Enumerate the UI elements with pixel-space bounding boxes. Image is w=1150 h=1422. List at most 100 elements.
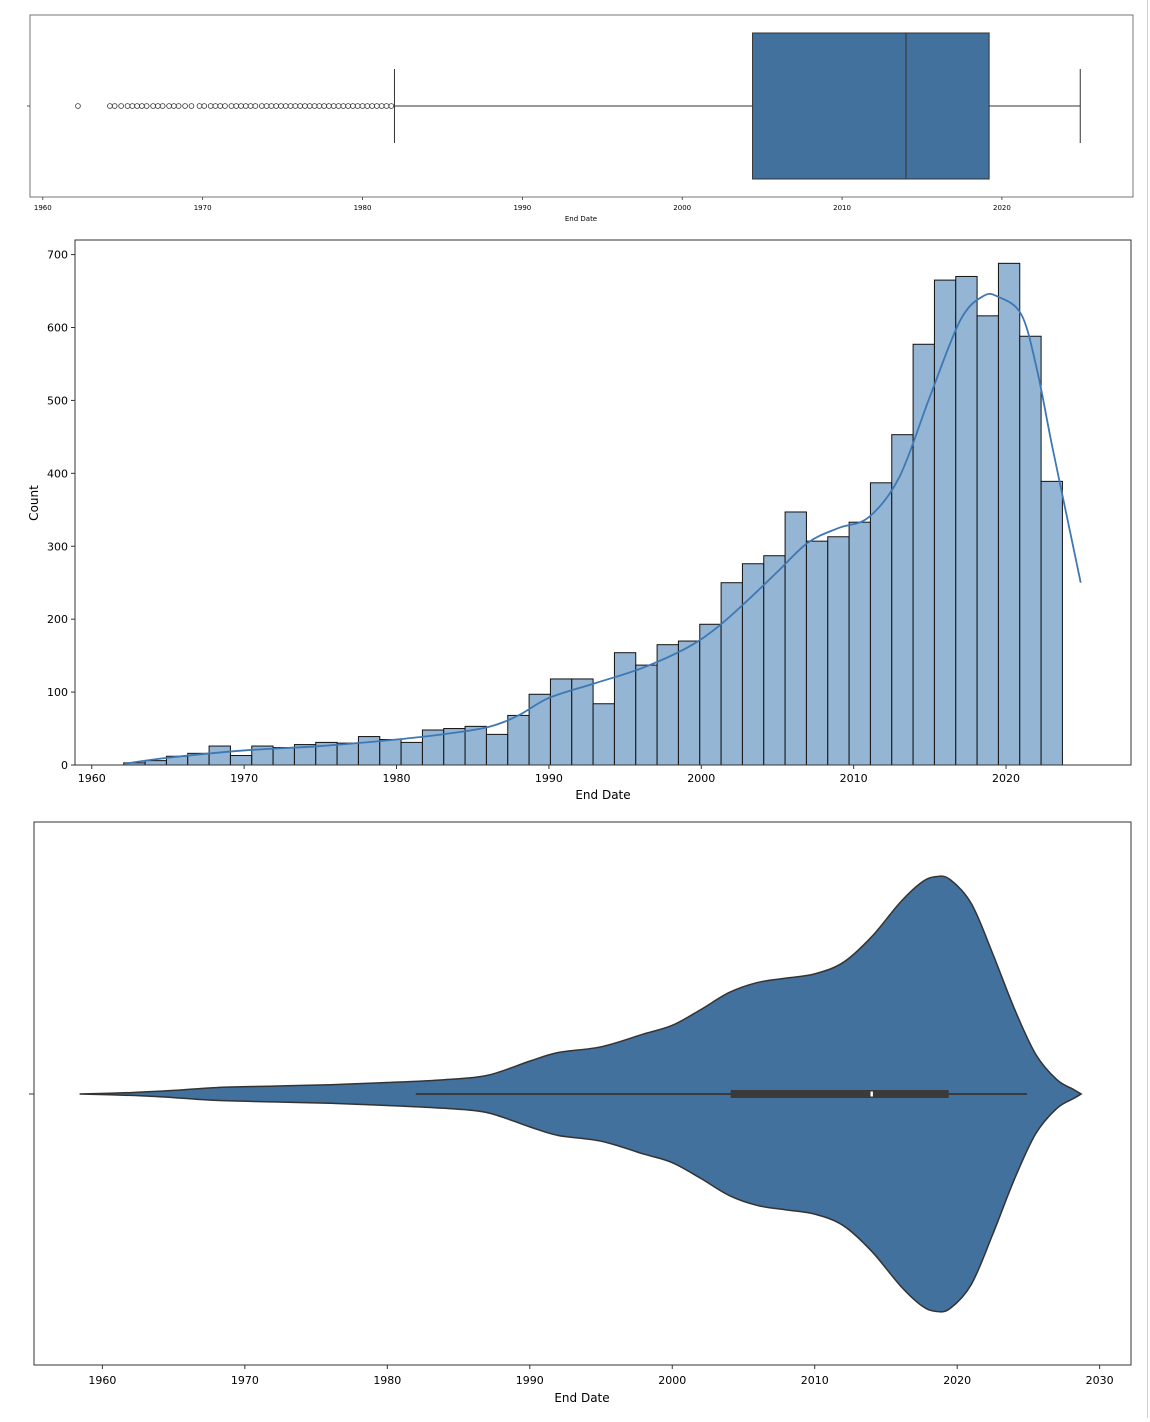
histogram-bar <box>784 511 807 766</box>
histogram-bar <box>144 760 167 766</box>
violin-inner-box <box>415 1090 1027 1098</box>
histogram-bar <box>912 343 935 766</box>
histogram-y-tick-label: 600 <box>47 322 68 335</box>
box-outlier <box>155 103 161 109</box>
box-outlier <box>134 103 140 109</box>
box-outlier <box>238 103 244 109</box>
box-outlier <box>217 103 224 109</box>
violin-x-tick-label: 1960 <box>88 1374 116 1387</box>
box-outlier <box>263 103 270 109</box>
histogram-bar <box>336 742 359 766</box>
box-outlier <box>297 103 303 109</box>
histogram-bar <box>400 741 423 766</box>
box-outlier <box>150 103 156 109</box>
box-outlier <box>345 103 351 109</box>
histogram-bar <box>763 555 786 766</box>
box-outlier <box>159 103 166 109</box>
box-outlier <box>335 103 342 109</box>
box-outlier <box>222 103 228 109</box>
violin-x-tick-label: 2030 <box>1086 1374 1114 1387</box>
histogram-y-tick-label: 200 <box>47 613 68 626</box>
box-plot-marks <box>75 32 1081 180</box>
box-outlier <box>107 103 113 109</box>
violin-x-tick-label: 2020 <box>943 1374 971 1387</box>
box-outlier <box>75 103 81 109</box>
histogram-bar <box>379 738 402 766</box>
histogram-y-tick-label: 500 <box>47 394 68 407</box>
box-outlier <box>311 103 318 109</box>
histogram-bar <box>635 664 658 766</box>
box-outlier <box>258 103 265 109</box>
histogram-bar <box>869 482 893 766</box>
violin-x-tick-label: 2000 <box>658 1374 686 1387</box>
box-outlier <box>212 103 219 109</box>
histogram-bar <box>741 563 765 766</box>
violin-x-tick-label: 1990 <box>516 1374 544 1387</box>
box-x-tick-label: 2010 <box>833 204 851 212</box>
box-outlier <box>330 103 337 109</box>
box-outlier <box>175 103 182 109</box>
histogram-bar <box>933 279 957 766</box>
histogram-x-tick-label: 1960 <box>78 772 106 785</box>
box-outlier <box>252 103 259 109</box>
violin-iqr-box <box>730 1090 949 1098</box>
box-plot-panel: 1960 1970 1980 1990 2000 2010 2020 End Date <box>27 14 1134 223</box>
histogram-x-tick-label: 2000 <box>687 772 715 785</box>
histogram-bar <box>592 703 615 766</box>
histogram-y-ticks: 0 100 200 300 400 500 600 700 <box>47 249 75 772</box>
box-outlier <box>196 103 203 109</box>
box-x-tick-label: 1960 <box>34 204 52 212</box>
box-outlier <box>388 103 395 109</box>
box-outlier <box>143 103 150 109</box>
violin-x-tick-label: 1980 <box>373 1374 401 1387</box>
histogram-bar <box>485 733 509 766</box>
box-outlier <box>273 103 279 109</box>
box-outlier <box>383 103 390 109</box>
violin-plot-panel: 1960 1970 1980 1990 2000 2010 2020 2030 End Dat… <box>29 821 1132 1405</box>
box-outlier <box>350 103 356 109</box>
box-x-tick-label: 1970 <box>194 204 212 212</box>
histogram-x-tick-label: 1970 <box>230 772 258 785</box>
histogram-bar <box>1019 335 1042 766</box>
box-outlier <box>268 103 275 109</box>
box-outlier <box>278 103 284 109</box>
histogram-bar <box>229 755 253 766</box>
histogram-bar <box>507 714 530 766</box>
box-outlier <box>369 103 375 109</box>
box-outlier <box>207 103 214 109</box>
box-outlier <box>139 103 145 109</box>
box-outlier <box>287 103 294 109</box>
histogram-y-tick-label: 700 <box>47 249 68 262</box>
histogram-bar <box>955 275 978 766</box>
box-x-tick-label: 1990 <box>513 204 531 212</box>
box-outlier <box>374 103 380 109</box>
box-x-tick-label: 2000 <box>673 204 691 212</box>
histogram-bar <box>997 262 1021 766</box>
box-outlier <box>359 103 366 109</box>
box-outlier <box>243 103 249 109</box>
window-edge <box>1147 0 1148 1418</box>
histogram-bar <box>1040 480 1063 766</box>
box-outlier <box>321 103 327 109</box>
histogram-bar <box>976 315 999 766</box>
histogram-panel: 1960 1970 1980 1990 2000 2010 2020 0 100 200 300 4… <box>27 239 1132 802</box>
histogram-bar <box>848 521 871 766</box>
histogram-x-tick-label: 2020 <box>992 772 1020 785</box>
histogram-y-tick-label: 300 <box>47 540 68 553</box>
box-outlier <box>306 103 313 109</box>
box-outlier <box>228 103 235 109</box>
histogram-x-tick-label: 1990 <box>535 772 563 785</box>
box-x-tick-label: 1980 <box>354 204 372 212</box>
histogram-bar <box>827 536 850 766</box>
box-plot-x-ticks: 1960 1970 1980 1990 2000 2010 2020 <box>27 105 1011 212</box>
violin-x-tick-label: 2010 <box>801 1374 829 1387</box>
box-outlier <box>201 103 208 109</box>
histogram-x-tick-label: 1980 <box>383 772 411 785</box>
violin-x-tick-label: 1970 <box>231 1374 259 1387</box>
histogram-bar <box>613 652 637 766</box>
box-outlier <box>188 103 195 109</box>
box-outlier <box>182 103 188 109</box>
box-outlier <box>282 103 289 109</box>
